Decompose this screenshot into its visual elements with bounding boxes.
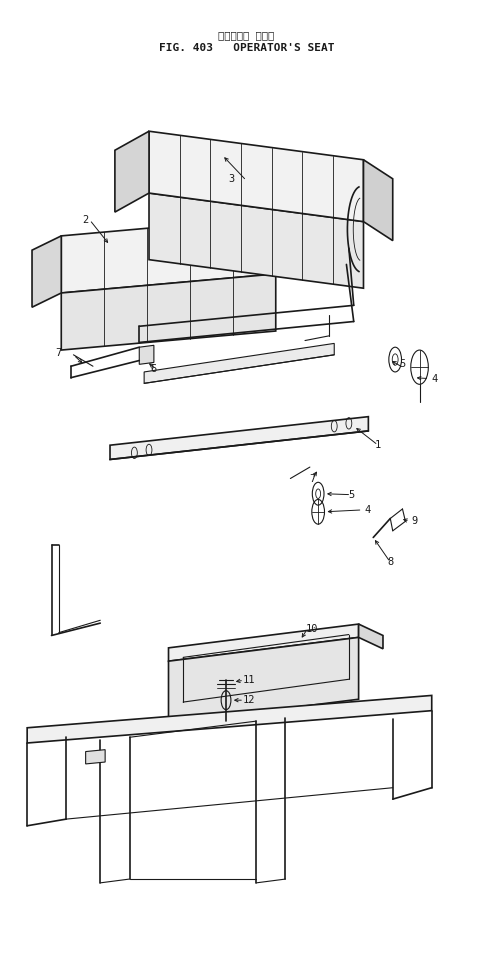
Text: 10: 10 [306,624,318,634]
Text: 3: 3 [229,174,235,184]
Text: 5: 5 [399,359,406,369]
Polygon shape [27,696,432,743]
Text: 11: 11 [243,676,255,685]
Text: FIG. 403   OPERATOR'S SEAT: FIG. 403 OPERATOR'S SEAT [159,43,334,54]
Polygon shape [169,637,358,723]
Text: 5: 5 [348,490,354,500]
Polygon shape [363,160,393,240]
Polygon shape [358,624,383,649]
Text: 8: 8 [387,557,393,568]
Polygon shape [139,345,154,365]
Polygon shape [61,217,276,293]
Text: 2: 2 [82,214,89,225]
Text: 6: 6 [151,364,157,374]
Polygon shape [144,344,334,384]
Text: オペレータ シート: オペレータ シート [218,30,275,40]
Text: 4: 4 [431,373,437,384]
Text: 7: 7 [309,474,316,483]
Text: 12: 12 [243,695,255,705]
Text: 9: 9 [412,517,418,526]
Polygon shape [169,624,358,661]
Text: 4: 4 [364,505,371,515]
Text: 1: 1 [375,440,381,450]
Text: 7: 7 [56,348,62,358]
Polygon shape [149,193,363,288]
Polygon shape [110,416,368,459]
Polygon shape [115,131,149,212]
Polygon shape [149,131,363,222]
Polygon shape [61,274,276,350]
Polygon shape [32,235,61,307]
Polygon shape [86,749,105,764]
